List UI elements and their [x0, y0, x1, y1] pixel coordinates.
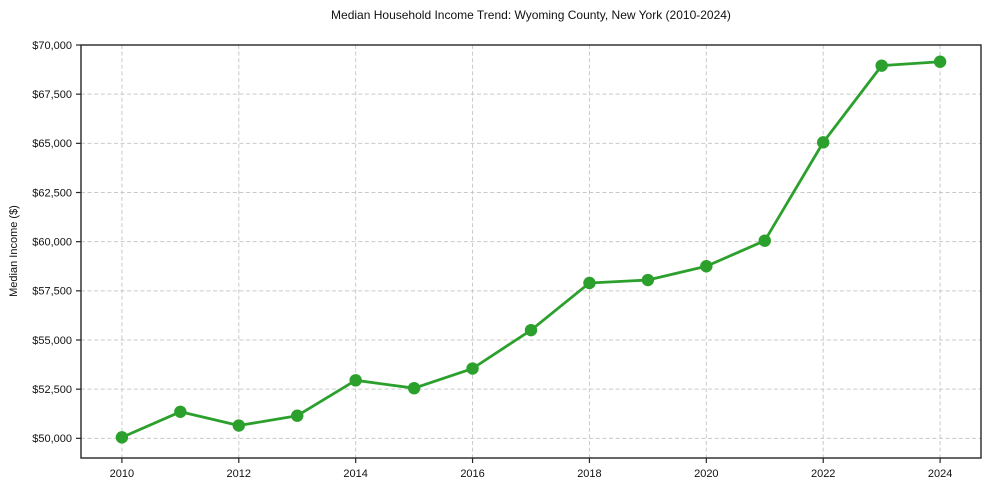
data-point-2021 [758, 234, 771, 247]
data-point-2013 [291, 409, 304, 422]
x-tick-label: 2018 [577, 468, 601, 480]
y-tick-label: $62,500 [32, 187, 72, 199]
data-point-2020 [700, 260, 713, 273]
data-point-2018 [583, 276, 596, 290]
x-tick-label: 2016 [460, 468, 484, 480]
y-tick-label: $50,000 [32, 433, 72, 445]
x-tick-label: 2022 [811, 468, 835, 480]
plot-border [80, 44, 982, 459]
data-point-2023 [875, 59, 888, 72]
income-trend-line [120, 60, 942, 439]
x-tick-label: 2010 [110, 468, 134, 480]
y-tick-label: $60,000 [32, 236, 72, 248]
y-tick-label: $55,000 [32, 335, 72, 347]
chart-title: Median Household Income Trend: Wyoming C… [331, 8, 731, 22]
y-tick-label: $65,000 [32, 138, 72, 150]
axis-ticks: $50,000 $52,500 $55,000 $57,500 $60,000 $62,5… [32, 40, 952, 480]
x-tick-label: 2020 [694, 468, 718, 480]
data-point-2022 [817, 136, 830, 149]
y-tick-label: $52,500 [32, 384, 72, 396]
y-tick-label: $70,000 [32, 40, 72, 52]
data-point-2024 [933, 55, 947, 68]
data-point-2012 [232, 419, 245, 432]
x-tick-label: 2014 [343, 468, 367, 480]
y-tick-label: $57,500 [32, 286, 72, 298]
data-point-2010 [115, 431, 129, 444]
data-point-2019 [641, 273, 655, 287]
data-point-2015 [407, 381, 421, 395]
x-tick-label: 2012 [227, 468, 251, 480]
data-point-2014 [349, 374, 362, 387]
gridlines [81, 44, 981, 458]
x-tick-label: 2024 [928, 468, 952, 480]
data-point-markers [115, 55, 947, 444]
data-point-2016 [466, 362, 479, 375]
data-point-2011 [174, 405, 187, 418]
data-point-2017 [524, 323, 538, 337]
y-tick-label: $67,500 [32, 89, 72, 101]
